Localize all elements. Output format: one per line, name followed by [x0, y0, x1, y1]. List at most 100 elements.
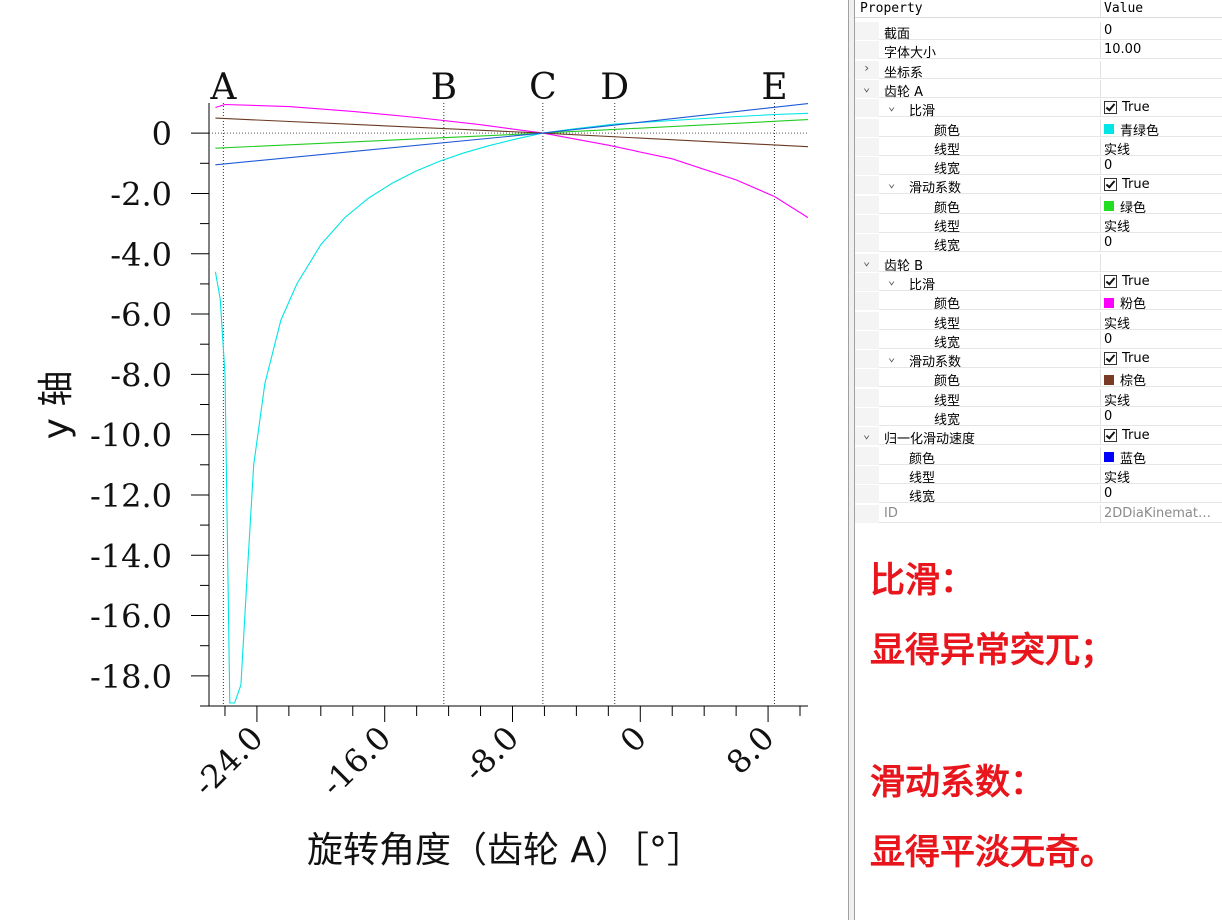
property-row[interactable]: 颜色 蓝色 — [855, 446, 1222, 467]
property-value[interactable]: 0 — [1104, 409, 1112, 424]
property-value[interactable]: 0 — [1104, 332, 1112, 347]
property-value[interactable]: 实线 — [1104, 390, 1130, 409]
annotation-line-4: 显得平淡无奇。 — [870, 833, 1116, 873]
property-value[interactable]: 2DDiaKinemat… — [1104, 506, 1211, 521]
property-name: 滑动系数 — [909, 355, 962, 371]
panel-splitter[interactable] — [848, 0, 855, 920]
property-value[interactable]: 0 — [1104, 158, 1112, 173]
property-name: 线型 — [934, 220, 961, 235]
chart-area: A B C D E 0 -2.0 -4.0 -6.0 -8.0 -10.0 -12.0 -14.0 -16… — [36, 67, 809, 871]
property-name: 线宽 — [934, 413, 961, 428]
property-value[interactable]: 粉色 — [1104, 293, 1146, 312]
color-swatch — [1104, 452, 1114, 463]
property-value[interactable]: 10.00 — [1104, 42, 1141, 57]
series-line — [215, 117, 809, 148]
property-name: 线型 — [934, 393, 961, 409]
property-row[interactable]: ID 2DDiaKinemat… — [855, 504, 1222, 523]
property-row[interactable]: ⌄ 比滑 True — [855, 99, 1222, 120]
chevron-down-icon[interactable]: ⌄ — [888, 99, 896, 114]
property-value-text: 0 — [1104, 235, 1113, 251]
property-value[interactable]: True — [1104, 274, 1150, 289]
property-value[interactable]: 实线 — [1104, 216, 1130, 235]
chevron-down-icon[interactable]: ⌄ — [863, 253, 871, 268]
property-value[interactable]: 棕色 — [1104, 370, 1146, 389]
property-row[interactable]: 线型 实线 — [855, 137, 1222, 158]
property-value-text: True — [1122, 273, 1150, 289]
y-tick-label: -8.0 — [110, 356, 172, 394]
property-row[interactable]: ⌄ 归一化滑动速度 True — [855, 427, 1222, 447]
property-row[interactable]: ⌄ 齿轮 A — [855, 79, 1222, 100]
property-name: 坐标系 — [884, 65, 924, 81]
property-value[interactable]: True — [1104, 100, 1150, 115]
property-value[interactable]: 0 — [1104, 23, 1112, 38]
chevron-down-icon[interactable]: ⌄ — [863, 427, 871, 442]
property-row[interactable]: 线型 实线 — [855, 215, 1222, 235]
property-row[interactable]: 颜色 青绿色 — [855, 118, 1222, 139]
property-row[interactable]: 线型 实线 — [855, 465, 1222, 486]
property-value[interactable]: 0 — [1104, 235, 1112, 250]
property-grid-header: Property Value — [855, 0, 1222, 18]
chevron-down-icon[interactable]: ⌄ — [888, 272, 896, 287]
property-row[interactable]: 线宽 0 — [855, 234, 1222, 255]
property-row[interactable]: 字体大小 10.00 — [855, 41, 1222, 61]
series-line — [214, 112, 809, 704]
chevron-right-icon[interactable]: › — [863, 60, 871, 75]
property-row[interactable]: 颜色 棕色 — [855, 369, 1222, 390]
x-tick-label: -8.0 — [456, 719, 527, 790]
property-value[interactable]: 实线 — [1104, 313, 1130, 332]
property-row[interactable]: ⌄ 滑动系数 True — [855, 176, 1222, 196]
property-row[interactable]: ⌄ 滑动系数 True — [855, 350, 1222, 371]
property-name: 截面 — [884, 27, 911, 42]
property-grid: Property Value 截面 0 字体大小 10.00 › 坐标系 ⌄ 齿轮 A ⌄ 比滑 T… — [855, 0, 1222, 523]
property-value-text: 实线 — [1104, 470, 1131, 486]
property-row[interactable]: 线型 实线 — [855, 311, 1222, 332]
property-value-text: 10.00 — [1104, 42, 1142, 58]
property-name: 线型 — [909, 470, 936, 486]
property-row[interactable]: › 坐标系 — [855, 60, 1222, 81]
property-value[interactable]: 实线 — [1104, 139, 1130, 158]
property-row[interactable]: 线宽 0 — [855, 485, 1222, 505]
property-value[interactable]: 0 — [1104, 486, 1112, 501]
property-row[interactable]: 颜色 绿色 — [855, 195, 1222, 216]
property-value[interactable]: True — [1104, 177, 1150, 192]
property-row[interactable]: 线宽 0 — [855, 157, 1222, 178]
property-row[interactable]: 线宽 0 — [855, 330, 1222, 351]
property-value[interactable]: 青绿色 — [1104, 120, 1159, 139]
property-name: 线宽 — [934, 162, 961, 178]
property-row[interactable]: 线宽 0 — [855, 408, 1222, 428]
property-name: 齿轮 B — [884, 258, 924, 274]
property-value-text: 2DDiaKinemat… — [1104, 505, 1211, 521]
property-row[interactable]: 线型 实线 — [855, 388, 1222, 409]
property-value[interactable]: True — [1104, 428, 1150, 443]
property-row[interactable]: ⌄ 齿轮 B — [855, 253, 1222, 274]
property-row[interactable]: 截面 0 — [855, 22, 1222, 42]
column-header-value[interactable]: Value — [1104, 1, 1144, 16]
property-value-text: True — [1122, 100, 1150, 116]
property-name: 比滑 — [909, 104, 936, 120]
property-name: 颜色 — [934, 374, 961, 390]
y-tick-label: -12.0 — [90, 477, 172, 515]
marker-label: B — [431, 67, 457, 108]
annotation-line-1: 比滑： — [870, 561, 976, 601]
chevron-down-icon[interactable]: ⌄ — [888, 176, 896, 191]
property-row[interactable]: ⌄ 比滑 True — [855, 272, 1222, 293]
property-value-text: 绿色 — [1120, 200, 1147, 216]
property-name: 线宽 — [934, 239, 961, 255]
checkbox-checked-icon[interactable] — [1104, 178, 1117, 192]
checkbox-checked-icon[interactable] — [1104, 274, 1117, 288]
chevron-down-icon[interactable]: ⌄ — [888, 350, 896, 365]
property-row[interactable]: 颜色 粉色 — [855, 292, 1222, 312]
chevron-down-icon[interactable]: ⌄ — [863, 79, 871, 94]
property-name: 线宽 — [934, 335, 961, 351]
column-header-property[interactable]: Property — [860, 1, 923, 16]
property-value[interactable]: True — [1104, 351, 1150, 366]
checkbox-checked-icon[interactable] — [1104, 101, 1117, 115]
property-value[interactable]: 绿色 — [1104, 197, 1146, 216]
property-name: ID — [884, 505, 898, 521]
color-swatch — [1104, 201, 1114, 212]
property-value-text: True — [1122, 177, 1150, 193]
property-value[interactable]: 蓝色 — [1104, 448, 1146, 467]
checkbox-checked-icon[interactable] — [1104, 429, 1117, 443]
property-value[interactable]: 实线 — [1104, 467, 1130, 486]
checkbox-checked-icon[interactable] — [1104, 352, 1117, 366]
